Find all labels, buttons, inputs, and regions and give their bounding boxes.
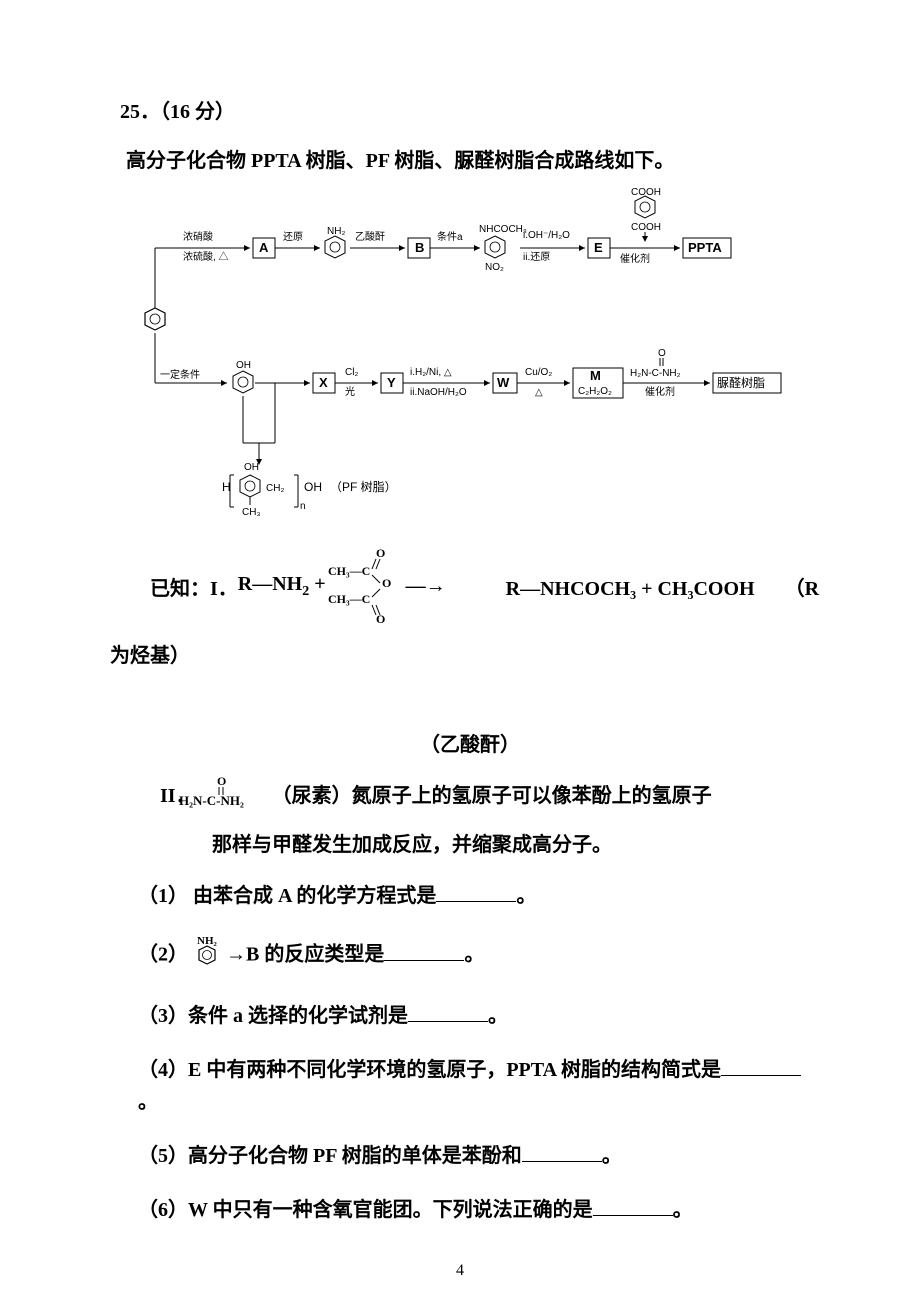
svg-text:Cl₂: Cl₂ bbox=[345, 367, 358, 378]
q4: （4）E 中有两种不同化学环境的氢原子，PPTA 树脂的结构简式是。 bbox=[138, 1054, 820, 1118]
urea-struct: O H₂N-C-NH₂ bbox=[201, 775, 267, 820]
svg-text:还原: 还原 bbox=[283, 231, 303, 243]
svg-text:ii.NaOH/H₂O: ii.NaOH/H₂O bbox=[410, 387, 467, 398]
svg-text:i.OH⁻/H₂O: i.OH⁻/H₂O bbox=[523, 230, 570, 241]
known1-lhs: R—NH2 + bbox=[238, 573, 326, 600]
question-number: 25．（16 分） bbox=[120, 95, 820, 124]
q4-blank bbox=[721, 1075, 801, 1076]
q3-blank bbox=[408, 1021, 488, 1022]
known-2-cont: 那样与甲醛发生加成反应，并缩聚成高分子。 bbox=[212, 828, 820, 862]
svg-text:浓硝酸: 浓硝酸 bbox=[183, 230, 213, 243]
svg-text:B: B bbox=[415, 240, 424, 255]
svg-text:O: O bbox=[376, 612, 385, 623]
q1-blank bbox=[436, 901, 516, 902]
svg-text:O: O bbox=[658, 348, 666, 359]
q5: （5）高分子化合物 PF 树脂的单体是苯酚和。 bbox=[138, 1140, 820, 1172]
known1-arrow: —→ bbox=[406, 575, 446, 598]
svg-text:i.H₂/Ni, △: i.H₂/Ni, △ bbox=[410, 367, 452, 378]
svg-text:乙酸酐: 乙酸酐 bbox=[355, 230, 385, 243]
svg-text:条件a: 条件a bbox=[437, 230, 463, 243]
q5-blank bbox=[522, 1161, 602, 1162]
svg-text:NHCOCH₃: NHCOCH₃ bbox=[479, 224, 527, 235]
svg-text:n: n bbox=[300, 501, 306, 512]
svg-text:E: E bbox=[594, 240, 603, 255]
svg-text:脲醛树脂: 脲醛树脂 bbox=[717, 375, 765, 390]
svg-text:（PF 树脂）: （PF 树脂） bbox=[330, 479, 397, 494]
svg-text:催化剂: 催化剂 bbox=[645, 385, 675, 398]
svg-text:W: W bbox=[497, 375, 510, 390]
svg-text:H: H bbox=[222, 480, 231, 494]
svg-text:催化剂: 催化剂 bbox=[620, 252, 650, 265]
svg-text:NH₂: NH₂ bbox=[327, 226, 345, 237]
svg-text:M: M bbox=[590, 368, 601, 383]
svg-text:NO₂: NO₂ bbox=[485, 262, 504, 273]
route-svg: .t { font: 12px sans-serif; } .ts { font… bbox=[135, 188, 805, 528]
known-2: II． O H₂N-C-NH₂ （尿素）氮原子上的氢原子可以像苯酚上的氢原子 bbox=[160, 775, 820, 820]
svg-text:NH₂: NH₂ bbox=[197, 935, 218, 947]
svg-text:H₂N-C-NH₂: H₂N-C-NH₂ bbox=[630, 368, 681, 379]
svg-text:PPTA: PPTA bbox=[688, 240, 722, 255]
acetic-anhydride-struct: O CH₃—C O CH₃—C O bbox=[326, 543, 406, 629]
aniline-icon: NH₂ bbox=[193, 934, 221, 978]
q6: （6）W 中只有一种含氧官能团。下列说法正确的是。 bbox=[138, 1194, 820, 1226]
svg-text:A: A bbox=[259, 240, 269, 255]
q2-blank bbox=[384, 960, 464, 961]
svg-text:O: O bbox=[376, 546, 385, 560]
svg-text:一定条件: 一定条件 bbox=[160, 368, 200, 381]
svg-text:CH₃—C: CH₃—C bbox=[328, 592, 370, 606]
svg-text:Cu/O₂: Cu/O₂ bbox=[525, 367, 552, 378]
svg-text:C₂H₂O₂: C₂H₂O₂ bbox=[578, 386, 612, 397]
q6-blank bbox=[593, 1215, 673, 1216]
known1-suffix: 为烃基） bbox=[110, 639, 820, 668]
known-label: 已知：I． bbox=[150, 572, 238, 601]
synthesis-diagram: .t { font: 12px sans-serif; } .ts { font… bbox=[120, 188, 820, 533]
svg-text:O: O bbox=[217, 775, 226, 788]
acetic-anhydride-label: （乙酸酐） bbox=[120, 728, 820, 757]
svg-text:光: 光 bbox=[345, 385, 355, 398]
q3: （3）条件 a 选择的化学试剂是。 bbox=[138, 1000, 820, 1032]
svg-text:CH₃—C: CH₃—C bbox=[328, 564, 370, 578]
svg-text:ii.还原: ii.还原 bbox=[523, 251, 550, 263]
svg-text:OH: OH bbox=[244, 462, 259, 473]
intro-text: 高分子化合物 PPTA 树脂、PF 树脂、脲醛树脂合成路线如下。 bbox=[120, 144, 820, 173]
svg-text:X: X bbox=[319, 375, 328, 390]
svg-text:CH₃: CH₃ bbox=[242, 507, 261, 518]
svg-text:COOH: COOH bbox=[631, 222, 661, 233]
svg-text:O: O bbox=[382, 576, 391, 590]
svg-text:OH: OH bbox=[304, 480, 322, 494]
known-1: 已知：I． R—NH2 + O CH₃—C O CH₃—C O —→ R—NHC… bbox=[150, 543, 820, 629]
svg-text:浓硫酸, △: 浓硫酸, △ bbox=[183, 250, 229, 263]
svg-text:Y: Y bbox=[387, 375, 396, 390]
page-number: 4 bbox=[0, 1262, 920, 1280]
svg-text:CH₂: CH₂ bbox=[266, 483, 284, 494]
q2: （2） NH₂ →B 的反应类型是。 bbox=[138, 934, 820, 978]
svg-text:△: △ bbox=[535, 387, 543, 398]
svg-text:OH: OH bbox=[236, 360, 251, 371]
known1-rhs: R—NHCOCH₃ + CH₃COOH （R bbox=[506, 572, 819, 601]
q1: （1） 由苯合成 A 的化学方程式是。 bbox=[138, 880, 820, 912]
svg-text:H₂N-C-NH₂: H₂N-C-NH₂ bbox=[179, 793, 244, 808]
